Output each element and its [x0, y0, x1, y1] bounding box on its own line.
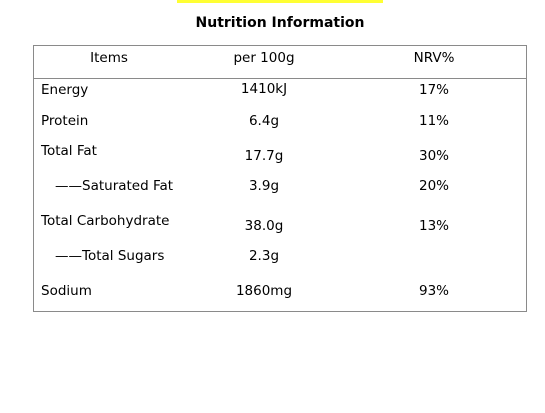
row-name-total-fat: Total Fat: [41, 143, 97, 159]
row-name-sodium: Sodium: [41, 283, 92, 299]
nutrition-table: Items per 100g NRV% Energy 1410kJ 17% Pr…: [33, 45, 527, 312]
row-name-protein: Protein: [41, 113, 89, 129]
row-per-total-carbohydrate: 38.0g: [244, 218, 284, 234]
row-per-total-fat: 17.7g: [244, 148, 284, 164]
row-name-total-sugars: ——Total Sugars: [55, 248, 165, 264]
row-per-saturated-fat: 3.9g: [248, 178, 280, 194]
row-name-saturated-fat: ——Saturated Fat: [55, 178, 174, 194]
row-per-protein: 6.4g: [248, 113, 280, 129]
highlight-bar: [177, 0, 383, 3]
header-per-100g: per 100g: [233, 50, 295, 66]
row-name-total-carbohydrate: Total Carbohydrate: [41, 213, 170, 229]
row-nrv-total-carbohydrate: 13%: [418, 218, 449, 234]
header-nrv: NRV%: [413, 50, 455, 66]
row-nrv-total-fat: 30%: [418, 148, 449, 164]
row-per-total-sugars: 2.3g: [248, 248, 280, 264]
row-per-sodium: 1860mg: [235, 283, 293, 299]
row-name-energy: Energy: [41, 82, 89, 98]
row-per-energy: 1410kJ: [240, 81, 288, 97]
row-nrv-protein: 11%: [418, 113, 449, 129]
header-items: Items: [90, 50, 128, 66]
row-nrv-saturated-fat: 20%: [418, 178, 449, 194]
table-header: Items per 100g NRV%: [34, 46, 526, 79]
row-nrv-energy: 17%: [418, 82, 449, 98]
page-title: Nutrition Information: [195, 15, 365, 31]
row-nrv-sodium: 93%: [418, 283, 449, 299]
